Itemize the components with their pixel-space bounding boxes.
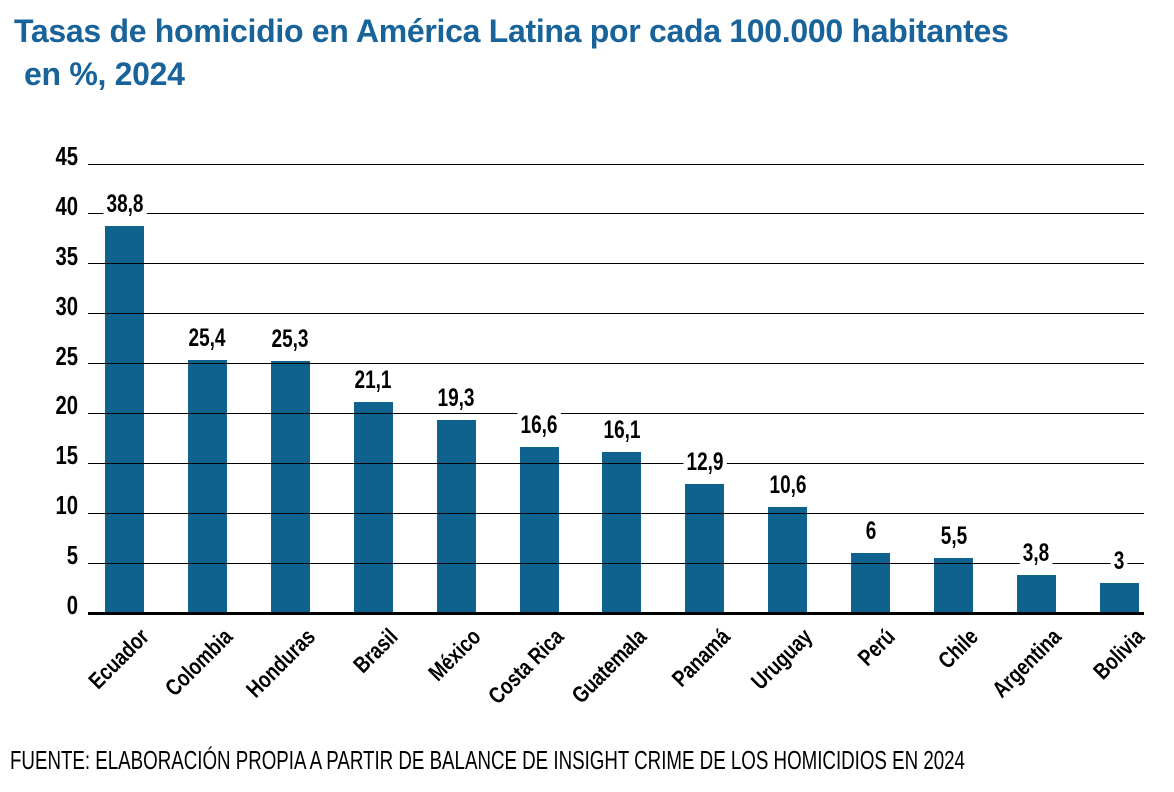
- y-tick-label-40: 40: [55, 190, 78, 221]
- x-axis-label-Chile: Chile: [932, 623, 984, 674]
- y-tick-label-30: 30: [55, 290, 78, 321]
- x-axis-label-Ecuador: Ecuador: [83, 623, 155, 694]
- x-axis-label-Costa Rica: Costa Rica: [483, 623, 569, 709]
- x-axis-label-Argentina: Argentina: [986, 623, 1067, 703]
- x-axis-label-Guatemala: Guatemala: [566, 623, 652, 709]
- bar-chart-plot-area: 0 5 10 15 20 25 30 35 40 45 38,8 Ecuador 25,4 Colombi…: [55, 143, 1149, 709]
- x-axis-line: [88, 612, 1144, 615]
- bar-Uruguay: [768, 507, 808, 613]
- bar-Argentina: [1016, 575, 1056, 613]
- gridline-30: [88, 313, 1144, 315]
- y-tick-label-20: 20: [55, 390, 78, 421]
- x-axis-label-Panamá: Panamá: [666, 623, 735, 692]
- bar-Bolivia: [1099, 583, 1139, 613]
- chart-title-line2: en %, 2024: [24, 56, 185, 92]
- value-label-Brasil: 21,1: [351, 368, 395, 394]
- chart-title-line1: Tasas de homicidio en América Latina por…: [14, 13, 1009, 49]
- gridline-45: [88, 163, 1144, 165]
- gridline-20: [88, 412, 1144, 414]
- value-label-Colombia: 25,4: [185, 325, 229, 351]
- value-label-Uruguay: 10,6: [766, 473, 810, 499]
- y-tick-label-0: 0: [66, 590, 78, 620]
- bar-México: [436, 420, 476, 613]
- value-label-Panamá: 12,9: [683, 450, 727, 476]
- x-axis-label-Brasil: Brasil: [348, 623, 403, 678]
- value-label-Perú: 6: [862, 519, 879, 545]
- value-label-Argentina: 3,8: [1020, 541, 1053, 567]
- x-axis-label-Uruguay: Uruguay: [746, 623, 818, 695]
- x-axis-label-Colombia: Colombia: [159, 623, 238, 701]
- value-label-Ecuador: 38,8: [102, 191, 147, 217]
- gridline-40: [88, 213, 1144, 215]
- source-note: FUENTE: ELABORACIÓN PROPIA A PARTIR DE B…: [10, 745, 965, 775]
- value-label-Honduras: 25,3: [268, 326, 312, 352]
- bar-Panamá: [685, 484, 725, 613]
- y-tick-label-35: 35: [55, 240, 78, 271]
- value-label-Costa Rica: 16,6: [517, 413, 561, 439]
- bar-Ecuador: [105, 225, 144, 613]
- gridline-15: [88, 462, 1144, 464]
- value-label-Bolivia: 3: [1110, 549, 1128, 575]
- bar-Chile: [934, 558, 973, 613]
- chart-title: Tasas de homicidio en América Latina por…: [14, 10, 1009, 96]
- y-tick-label-5: 5: [66, 540, 78, 571]
- bar-Honduras: [270, 360, 310, 613]
- value-label-Chile: 5,5: [937, 524, 970, 550]
- gridline-25: [88, 363, 1144, 365]
- x-axis-label-Bolivia: Bolivia: [1087, 623, 1149, 685]
- bar-Brasil: [353, 402, 393, 613]
- value-label-México: 19,3: [434, 386, 478, 412]
- gridline-35: [88, 263, 1144, 265]
- y-tick-label-45: 45: [55, 141, 78, 171]
- y-tick-label-10: 10: [55, 490, 78, 521]
- bar-Guatemala: [602, 452, 642, 613]
- value-label-Guatemala: 16,1: [600, 418, 644, 444]
- x-axis-label-México: México: [423, 623, 486, 686]
- y-tick-label-15: 15: [55, 440, 78, 471]
- bar-Costa Rica: [519, 447, 559, 613]
- x-axis-label-Perú: Perú: [852, 623, 901, 671]
- x-axis-label-Honduras: Honduras: [240, 623, 320, 703]
- gridline-5: [88, 562, 1144, 564]
- bar-Colombia: [187, 359, 227, 613]
- y-tick-label-25: 25: [55, 340, 78, 371]
- gridline-10: [88, 512, 1144, 514]
